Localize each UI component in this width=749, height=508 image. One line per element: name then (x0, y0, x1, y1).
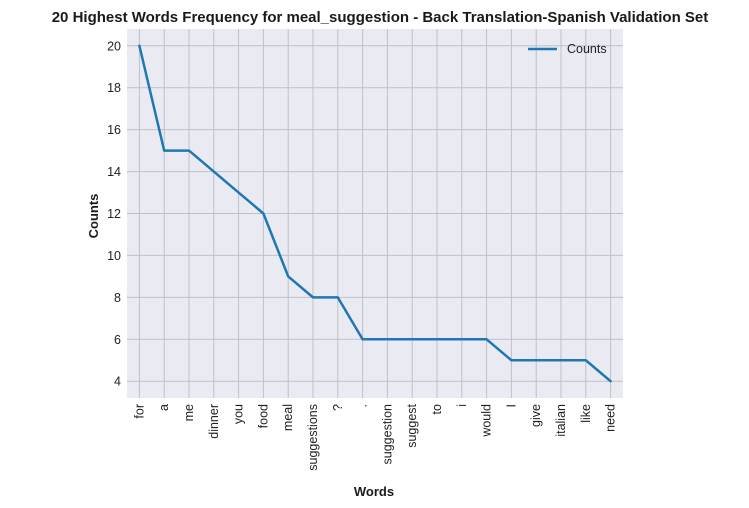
x-tick-label: meal (281, 404, 295, 431)
y-axis-label: Counts (86, 194, 101, 239)
legend-label-counts: Counts (567, 42, 607, 56)
y-tick-label: 10 (107, 249, 121, 263)
y-tick-label: 8 (114, 291, 121, 305)
x-tick-label: food (256, 404, 270, 428)
x-tick-label: me (182, 404, 196, 421)
x-tick-label: italian (554, 404, 568, 437)
x-tick-label: suggest (405, 403, 419, 447)
y-axis-ticks: 4 6 8 10 12 14 16 18 20 (107, 39, 121, 388)
y-tick-label: 16 (107, 123, 121, 137)
y-tick-label: 6 (114, 333, 121, 347)
x-tick-label: to (430, 404, 444, 414)
series-line-counts (138, 44, 612, 383)
x-tick-label: you (232, 404, 246, 424)
x-tick-label: need (604, 404, 618, 432)
x-tick-label: for (132, 404, 146, 419)
y-tick-label: 4 (114, 375, 121, 389)
x-tick-label: I (504, 404, 518, 407)
y-tick-label: 20 (107, 39, 121, 53)
series-layer (138, 44, 612, 383)
y-tick-label: 12 (107, 207, 121, 221)
x-tick-label: like (579, 404, 593, 423)
x-tick-label: . (356, 404, 370, 407)
x-tick-label: a (157, 404, 171, 411)
x-tick-label: give (529, 404, 543, 427)
legend: Counts (528, 42, 607, 56)
x-axis-ticks: for a me dinner you food meal suggestions?. sugg… (132, 403, 617, 470)
x-axis-label: Words (354, 484, 394, 499)
y-tick-label: 18 (107, 81, 121, 95)
y-tick-label: 14 (107, 165, 121, 179)
x-tick-label: would (480, 404, 494, 438)
x-tick-label: suggestion (380, 404, 394, 465)
chart-title: 20 Highest Words Frequency for meal_sugg… (52, 9, 709, 26)
x-tick-label: dinner (207, 404, 221, 439)
x-tick-label: ? (331, 404, 345, 411)
x-tick-label: i (455, 404, 469, 407)
x-tick-label: suggestions (306, 404, 320, 471)
